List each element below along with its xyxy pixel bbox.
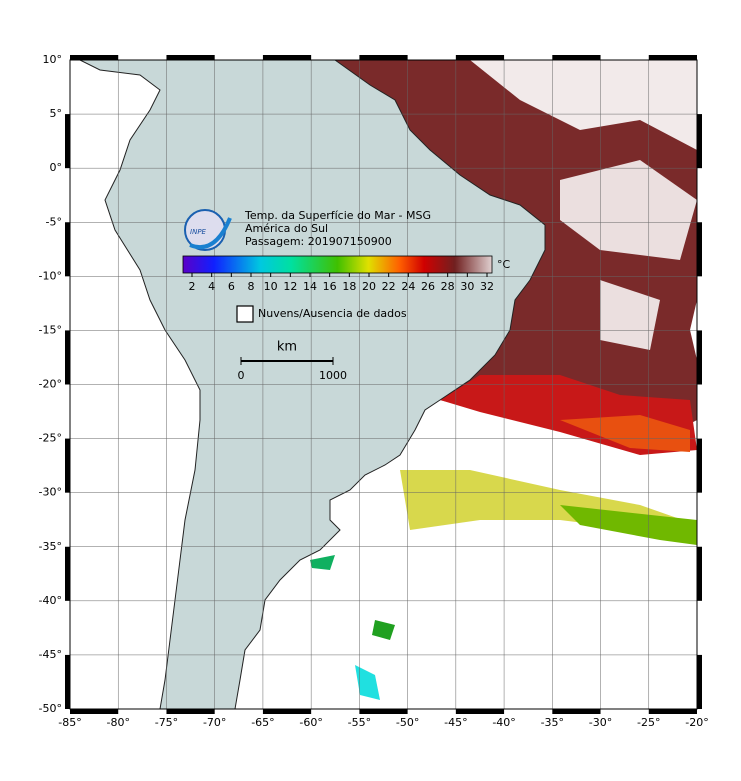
scale-unit: km bbox=[277, 340, 297, 355]
border-segment bbox=[65, 438, 70, 493]
colorbar-tick-label: 12 bbox=[283, 280, 297, 293]
border-segment bbox=[65, 114, 70, 169]
cloud bbox=[470, 60, 697, 150]
border-segment bbox=[697, 222, 702, 277]
y-tick-label: -50° bbox=[39, 702, 62, 715]
scale-tick-label: 0 bbox=[238, 369, 245, 382]
graticule bbox=[70, 60, 697, 709]
colorbar-tick-label: 16 bbox=[323, 280, 337, 293]
mid-water bbox=[560, 505, 697, 545]
legend-swatch bbox=[236, 305, 254, 323]
scale-ticks: 0 1000 bbox=[238, 357, 347, 382]
x-tick-label: -55° bbox=[348, 716, 371, 729]
colorbar-tick-label: 8 bbox=[248, 280, 255, 293]
colorbar-tick-label: 20 bbox=[362, 280, 376, 293]
colorbar-tick-label: 32 bbox=[480, 280, 494, 293]
y-tick-label: -5° bbox=[46, 215, 62, 228]
colorbar-unit: °C bbox=[497, 258, 511, 271]
x-tick-label: -35° bbox=[541, 716, 564, 729]
scale-tick-label: 1000 bbox=[319, 369, 347, 382]
border-segment bbox=[166, 55, 215, 60]
colorbar-ticks: 2 4 6 8 10 12 14 16 18 20 22 24 26 28 30 32 bbox=[189, 273, 494, 293]
colorbar-tick-label: 22 bbox=[382, 280, 396, 293]
border-segment bbox=[697, 438, 702, 493]
colorbar-tick-label: 10 bbox=[264, 280, 278, 293]
y-tick-label: -35° bbox=[39, 540, 62, 553]
border-segment bbox=[552, 709, 601, 714]
colorbar-tick-label: 14 bbox=[303, 280, 317, 293]
warm-water bbox=[560, 415, 690, 452]
x-tick-label: -25° bbox=[637, 716, 660, 729]
x-tick-label: -70° bbox=[203, 716, 226, 729]
border-segment bbox=[455, 55, 505, 60]
y-tick-label: -30° bbox=[39, 486, 62, 499]
colorbar bbox=[182, 255, 493, 274]
colorbar-tick-label: 24 bbox=[401, 280, 415, 293]
y-tick-label: 5° bbox=[50, 107, 63, 120]
x-tick-label: -80° bbox=[106, 716, 129, 729]
y-tick-label: -40° bbox=[39, 594, 62, 607]
border-segment bbox=[70, 55, 119, 60]
border-segment bbox=[65, 654, 70, 709]
border-segment bbox=[697, 654, 702, 709]
border-segment bbox=[359, 709, 408, 714]
border-segment bbox=[70, 709, 119, 714]
y-tick-label: 10° bbox=[43, 53, 63, 66]
tick-labels: -85° -80° -75° -70° -65° -60° -55° -50° -45° -40°… bbox=[39, 53, 709, 729]
border-segment bbox=[648, 55, 697, 60]
border-segment bbox=[455, 709, 505, 714]
border-segment bbox=[65, 546, 70, 601]
border-segment bbox=[697, 330, 702, 385]
border-segment bbox=[648, 709, 697, 714]
border-segment bbox=[359, 55, 408, 60]
logo-text: INPE bbox=[190, 228, 207, 236]
y-tick-label: -15° bbox=[39, 323, 62, 336]
cloud bbox=[560, 160, 697, 260]
subtitle: América do Sul bbox=[245, 222, 328, 235]
colorbar-tick-label: 28 bbox=[441, 280, 455, 293]
border-segment bbox=[65, 222, 70, 277]
border-segment bbox=[262, 709, 312, 714]
border-segment bbox=[262, 55, 312, 60]
colorbar-tick-label: 30 bbox=[460, 280, 474, 293]
title: Temp. da Superfície do Mar - MSG bbox=[244, 209, 431, 222]
cool-water bbox=[355, 665, 380, 700]
y-tick-label: 0° bbox=[50, 161, 63, 174]
x-tick-label: -85° bbox=[58, 716, 81, 729]
x-tick-label: -75° bbox=[155, 716, 178, 729]
border-segment bbox=[166, 709, 215, 714]
y-tick-label: -25° bbox=[39, 432, 62, 445]
colorbar-tick-label: 4 bbox=[208, 280, 215, 293]
cool-water bbox=[310, 555, 335, 570]
x-tick-label: -20° bbox=[685, 716, 708, 729]
colorbar-tick-label: 6 bbox=[228, 280, 235, 293]
cloud bbox=[600, 280, 660, 350]
y-tick-label: -45° bbox=[39, 648, 62, 661]
border-segment bbox=[552, 55, 601, 60]
x-tick-label: -40° bbox=[492, 716, 515, 729]
frame-border bbox=[65, 55, 702, 714]
x-tick-label: -45° bbox=[444, 716, 467, 729]
border-segment bbox=[697, 546, 702, 601]
x-tick-label: -65° bbox=[251, 716, 274, 729]
x-tick-label: -50° bbox=[396, 716, 419, 729]
y-tick-label: -20° bbox=[39, 378, 62, 391]
pass-time: Passagem: 201907150900 bbox=[245, 235, 392, 248]
border-segment bbox=[697, 114, 702, 169]
border-segment bbox=[65, 330, 70, 385]
x-tick-label: -60° bbox=[299, 716, 322, 729]
colorbar-tick-label: 18 bbox=[342, 280, 356, 293]
colorbar-tick-label: 2 bbox=[189, 280, 196, 293]
cool-water bbox=[372, 620, 395, 640]
logo: INPE bbox=[184, 209, 232, 251]
legend-label: Nuvens/Ausencia de dados bbox=[258, 307, 407, 320]
colorbar-tick-label: 26 bbox=[421, 280, 435, 293]
warm-water bbox=[335, 60, 697, 450]
y-tick-label: -10° bbox=[39, 269, 62, 282]
logo-arrow bbox=[189, 217, 232, 250]
x-tick-label: -30° bbox=[589, 716, 612, 729]
